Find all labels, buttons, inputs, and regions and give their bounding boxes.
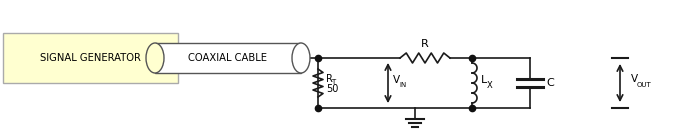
Ellipse shape — [146, 43, 164, 73]
Text: SIGNAL GENERATOR: SIGNAL GENERATOR — [40, 53, 141, 63]
Text: V: V — [631, 74, 638, 84]
Ellipse shape — [292, 43, 310, 73]
Text: V: V — [393, 75, 400, 85]
Text: X: X — [487, 80, 493, 90]
Text: L: L — [481, 75, 487, 85]
Text: IN: IN — [399, 82, 406, 88]
Text: T: T — [332, 79, 336, 85]
Text: R: R — [326, 74, 333, 84]
Text: OUT: OUT — [637, 82, 652, 88]
Bar — [3, 33, 178, 83]
Text: R: R — [421, 39, 429, 49]
Text: 50: 50 — [326, 84, 338, 94]
Text: COAXIAL CABLE: COAXIAL CABLE — [188, 53, 267, 63]
Text: C: C — [546, 78, 554, 88]
Bar — [155, 43, 301, 73]
